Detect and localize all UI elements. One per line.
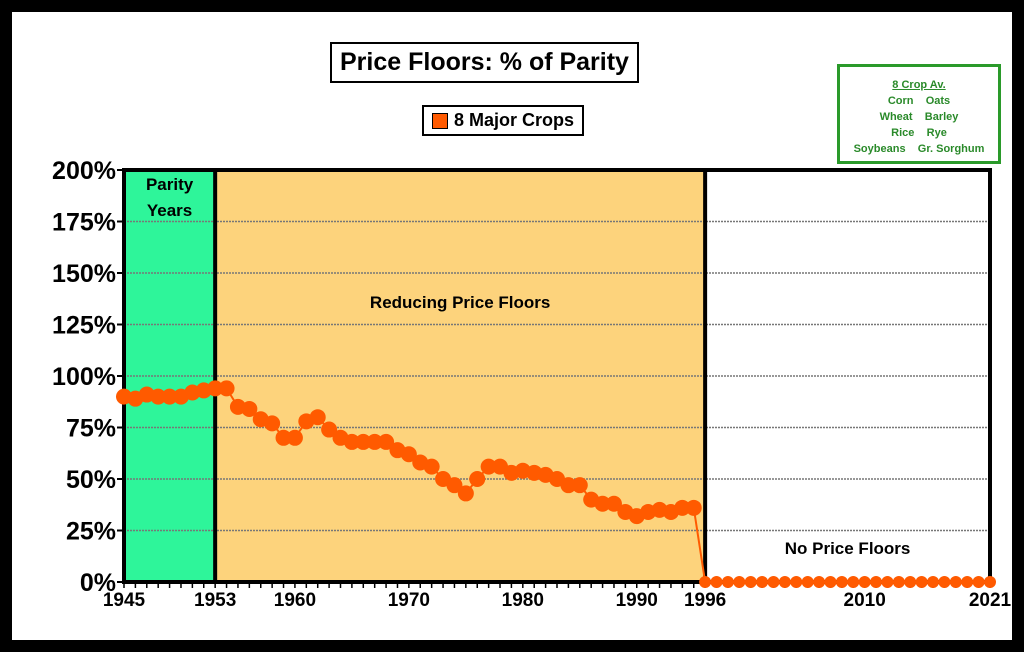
data-point: [744, 576, 757, 588]
data-point: [286, 429, 303, 446]
data-point: [949, 576, 962, 588]
y-tick-label: 150%: [52, 260, 116, 288]
data-point: [767, 576, 780, 588]
data-point: [892, 576, 905, 588]
data-point: [915, 576, 928, 588]
x-tick-label: 2021: [969, 590, 1012, 611]
y-tick-label: 200%: [52, 157, 116, 185]
legend-swatch: [432, 112, 448, 129]
crop-row: Wheat Barley: [879, 111, 959, 123]
x-tick-label: 1980: [502, 590, 544, 611]
plot-border: [122, 168, 992, 584]
data-point: [710, 576, 723, 588]
data-point: [161, 388, 178, 405]
data-point: [847, 576, 860, 588]
x-tick-label: 1970: [388, 590, 430, 611]
data-point: [560, 477, 577, 494]
region-label-parity: Parity: [146, 175, 194, 194]
crop-row: Soybeans Gr. Sorghum: [853, 143, 985, 155]
y-tick-label: 0%: [80, 569, 116, 597]
data-point: [984, 576, 996, 588]
chart-title: Price Floors: % of Parity: [330, 42, 639, 83]
data-point: [150, 388, 167, 405]
x-tick-label: 1960: [274, 590, 316, 611]
x-tick-label: 1996: [684, 590, 726, 611]
crop-list-box: 8 Crop Av. Corn Oats Wheat Barley Rice R…: [837, 64, 1001, 164]
y-tick-label: 100%: [52, 363, 116, 391]
data-point: [321, 421, 338, 438]
data-point: [835, 576, 848, 588]
crop-row: Corn Oats: [887, 95, 951, 107]
data-point: [423, 458, 440, 475]
data-point: [218, 380, 235, 397]
data-point: [605, 495, 622, 512]
data-point: [446, 477, 463, 494]
data-point: [264, 415, 281, 432]
legend: 8 Major Crops: [422, 105, 585, 136]
legend-label: 8 Major Crops: [454, 110, 575, 130]
chart-canvas: 0% 25% 50% 75% 100% 125% 150% 175% 200% 1945 1953 1…: [12, 12, 1012, 640]
y-tick-label: 25%: [66, 518, 116, 546]
y-tick-label: 50%: [66, 466, 116, 494]
crop-row: Rice Rye: [891, 127, 947, 139]
data-point: [480, 458, 497, 475]
data-point: [972, 576, 985, 588]
x-tick-label: 2010: [844, 590, 886, 611]
data-point: [721, 576, 734, 588]
data-point: [355, 433, 372, 450]
data-point: [275, 429, 292, 446]
data-point: [469, 471, 486, 487]
data-point: [870, 576, 883, 588]
x-tick-label: 1990: [616, 590, 658, 611]
data-point: [927, 576, 940, 588]
data-point: [756, 576, 769, 588]
y-tick-label: 125%: [52, 312, 116, 340]
data-point: [343, 433, 360, 450]
data-point: [241, 400, 258, 417]
data-point: [378, 433, 395, 450]
y-tick-label: 175%: [52, 209, 116, 237]
x-tick-label: 1953: [194, 590, 236, 611]
data-point: [801, 576, 814, 588]
data-point: [813, 576, 826, 588]
crop-box-heading: 8 Crop Av.: [892, 79, 946, 91]
y-tick-label: 75%: [66, 415, 116, 443]
data-point: [938, 576, 951, 588]
data-point: [685, 499, 702, 516]
data-point: [778, 576, 791, 588]
data-point: [594, 495, 611, 512]
data-point: [674, 499, 691, 516]
chart-plot: 0% 25% 50% 75% 100% 125% 150% 175% 200% 1945 1953 1…: [52, 157, 1012, 611]
data-point: [571, 477, 588, 494]
data-point: [858, 576, 871, 588]
data-point: [824, 576, 837, 588]
region-label-reducing: Reducing Price Floors: [370, 293, 550, 312]
data-point: [904, 576, 917, 588]
data-point: [400, 446, 417, 463]
data-point: [457, 485, 474, 502]
data-point: [207, 380, 224, 397]
data-point: [699, 576, 712, 588]
region-label-none: No Price Floors: [785, 539, 911, 558]
data-point: [366, 433, 383, 450]
data-point: [790, 576, 803, 588]
data-point: [309, 409, 326, 426]
data-point: [733, 576, 746, 588]
region-label-parity: Years: [147, 201, 192, 220]
x-tick-label: 1945: [103, 590, 146, 611]
data-point: [881, 576, 894, 588]
data-point: [961, 576, 974, 588]
